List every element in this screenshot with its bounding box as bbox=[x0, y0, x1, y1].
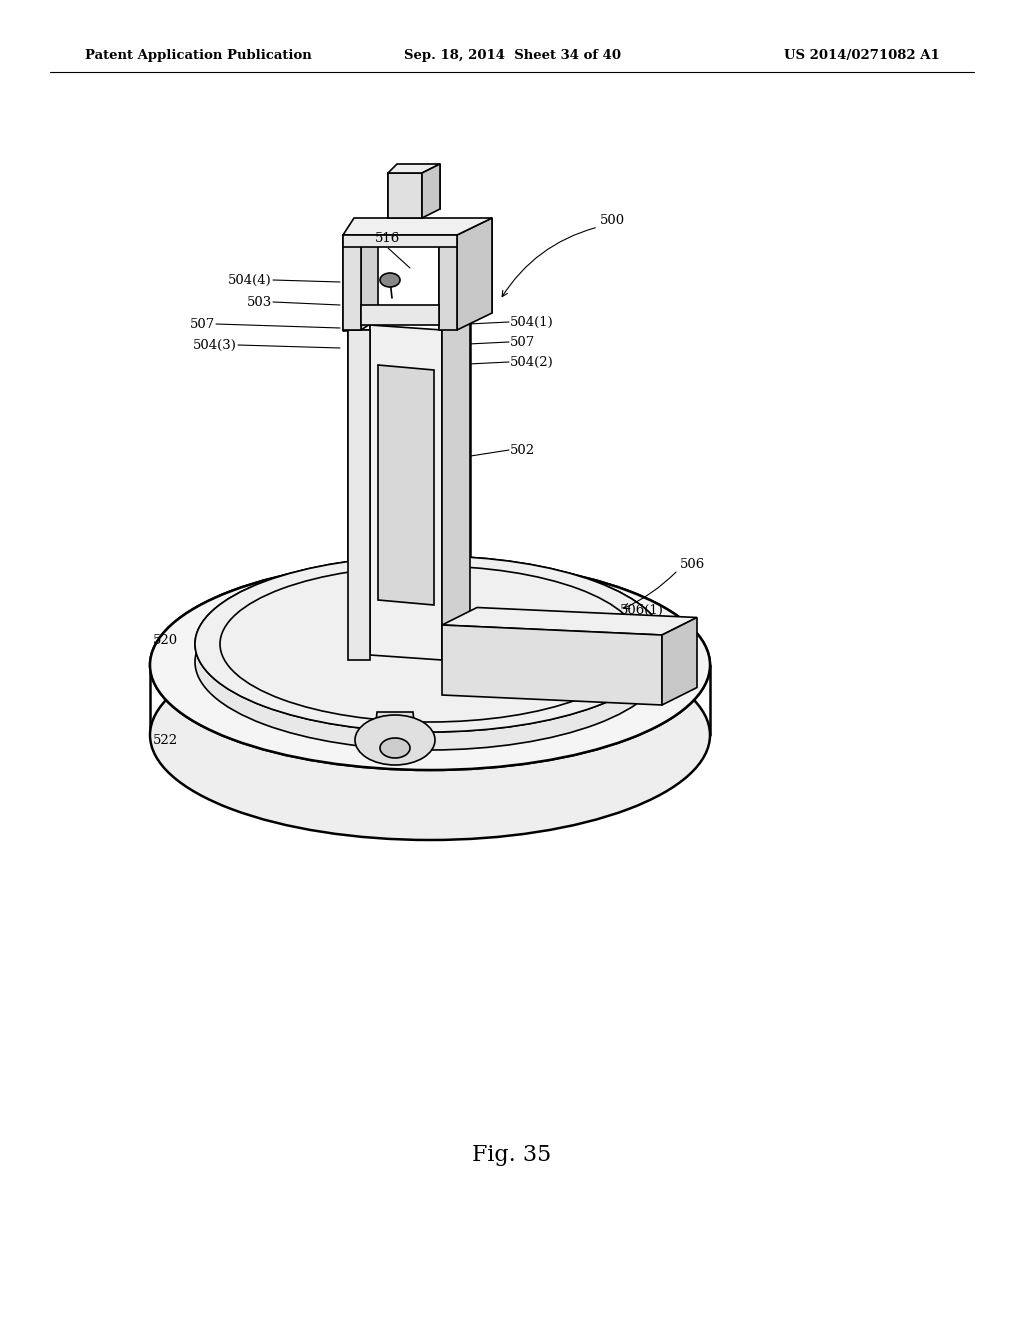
Text: 504(3): 504(3) bbox=[194, 338, 237, 351]
Text: 507: 507 bbox=[189, 318, 215, 330]
Polygon shape bbox=[442, 315, 470, 660]
Text: 504(1): 504(1) bbox=[510, 315, 554, 329]
Ellipse shape bbox=[195, 574, 665, 750]
Text: 502: 502 bbox=[510, 444, 536, 457]
Ellipse shape bbox=[150, 560, 710, 770]
Polygon shape bbox=[388, 173, 422, 218]
Ellipse shape bbox=[380, 738, 410, 758]
Ellipse shape bbox=[355, 715, 435, 766]
Text: 506: 506 bbox=[680, 558, 706, 572]
Polygon shape bbox=[343, 235, 361, 330]
Text: Sep. 18, 2014  Sheet 34 of 40: Sep. 18, 2014 Sheet 34 of 40 bbox=[403, 49, 621, 62]
Text: 506(1): 506(1) bbox=[620, 603, 664, 616]
Polygon shape bbox=[361, 305, 439, 325]
Text: 504(4): 504(4) bbox=[228, 273, 272, 286]
Polygon shape bbox=[439, 235, 457, 330]
Polygon shape bbox=[378, 366, 434, 605]
Text: 504(2): 504(2) bbox=[510, 355, 554, 368]
Polygon shape bbox=[442, 624, 662, 705]
Text: Fig. 35: Fig. 35 bbox=[472, 1144, 552, 1166]
Polygon shape bbox=[457, 218, 492, 330]
Ellipse shape bbox=[195, 556, 665, 733]
Polygon shape bbox=[370, 325, 442, 660]
Text: 500: 500 bbox=[600, 214, 625, 227]
Polygon shape bbox=[422, 164, 440, 218]
Text: 503: 503 bbox=[247, 296, 272, 309]
Text: 507: 507 bbox=[510, 335, 536, 348]
Text: 516: 516 bbox=[376, 232, 400, 246]
Ellipse shape bbox=[195, 556, 665, 733]
Polygon shape bbox=[375, 711, 415, 733]
Polygon shape bbox=[662, 618, 697, 705]
Ellipse shape bbox=[150, 630, 710, 840]
Polygon shape bbox=[348, 330, 370, 660]
Ellipse shape bbox=[380, 273, 400, 286]
Polygon shape bbox=[343, 218, 492, 235]
Text: US 2014/0271082 A1: US 2014/0271082 A1 bbox=[784, 49, 940, 62]
Ellipse shape bbox=[150, 560, 710, 770]
Text: 520: 520 bbox=[153, 634, 178, 647]
Polygon shape bbox=[361, 224, 378, 330]
Text: 522: 522 bbox=[153, 734, 178, 747]
Polygon shape bbox=[442, 607, 697, 635]
Polygon shape bbox=[343, 235, 457, 247]
Text: Patent Application Publication: Patent Application Publication bbox=[85, 49, 311, 62]
Polygon shape bbox=[388, 164, 440, 173]
